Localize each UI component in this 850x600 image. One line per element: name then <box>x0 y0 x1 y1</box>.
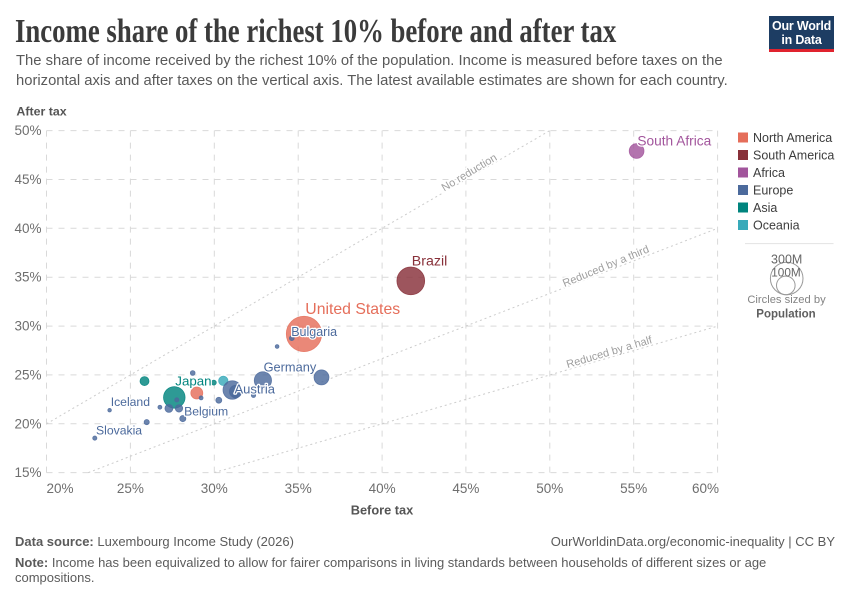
svg-text:35%: 35% <box>14 270 41 285</box>
svg-text:40%: 40% <box>369 481 396 496</box>
svg-text:35%: 35% <box>285 481 312 496</box>
svg-text:Population: Population <box>756 309 815 321</box>
svg-text:After tax: After tax <box>16 105 66 119</box>
svg-text:Austria: Austria <box>235 382 276 397</box>
svg-text:55%: 55% <box>620 481 647 496</box>
svg-text:50%: 50% <box>14 123 41 138</box>
svg-text:Belgium: Belgium <box>184 405 228 419</box>
svg-text:45%: 45% <box>14 172 41 187</box>
svg-text:20%: 20% <box>14 416 41 431</box>
svg-text:30%: 30% <box>14 319 41 334</box>
svg-text:25%: 25% <box>14 367 41 382</box>
svg-text:Iceland: Iceland <box>111 395 150 409</box>
svg-text:North America: North America <box>753 131 832 145</box>
svg-text:United States: United States <box>305 301 400 318</box>
svg-text:Reduced by a half: Reduced by a half <box>565 334 654 371</box>
svg-text:South America: South America <box>753 149 834 163</box>
svg-text:Oceania: Oceania <box>753 219 800 233</box>
svg-text:25%: 25% <box>117 481 144 496</box>
svg-text:South Africa: South Africa <box>637 134 711 149</box>
svg-text:No reduction: No reduction <box>440 152 500 194</box>
svg-text:Asia: Asia <box>753 201 777 215</box>
svg-text:Japan: Japan <box>175 374 211 389</box>
svg-text:15%: 15% <box>14 465 41 480</box>
svg-text:60%: 60% <box>692 481 719 496</box>
svg-text:100M: 100M <box>771 265 801 279</box>
svg-text:45%: 45% <box>452 481 479 496</box>
svg-text:Before tax: Before tax <box>351 503 414 518</box>
svg-text:300M: 300M <box>771 252 802 266</box>
svg-text:40%: 40% <box>14 221 41 236</box>
svg-text:30%: 30% <box>201 481 228 496</box>
svg-text:20%: 20% <box>47 481 74 496</box>
svg-text:Africa: Africa <box>753 166 785 180</box>
svg-text:Slovakia: Slovakia <box>96 423 142 437</box>
svg-text:Reduced by a third: Reduced by a third <box>561 243 651 289</box>
svg-text:Europe: Europe <box>753 184 793 198</box>
svg-text:Circles sized by: Circles sized by <box>747 294 826 306</box>
svg-text:Germany: Germany <box>264 360 317 375</box>
svg-text:Bulgaria: Bulgaria <box>291 325 337 339</box>
svg-text:Brazil: Brazil <box>412 254 447 270</box>
svg-text:50%: 50% <box>536 481 563 496</box>
